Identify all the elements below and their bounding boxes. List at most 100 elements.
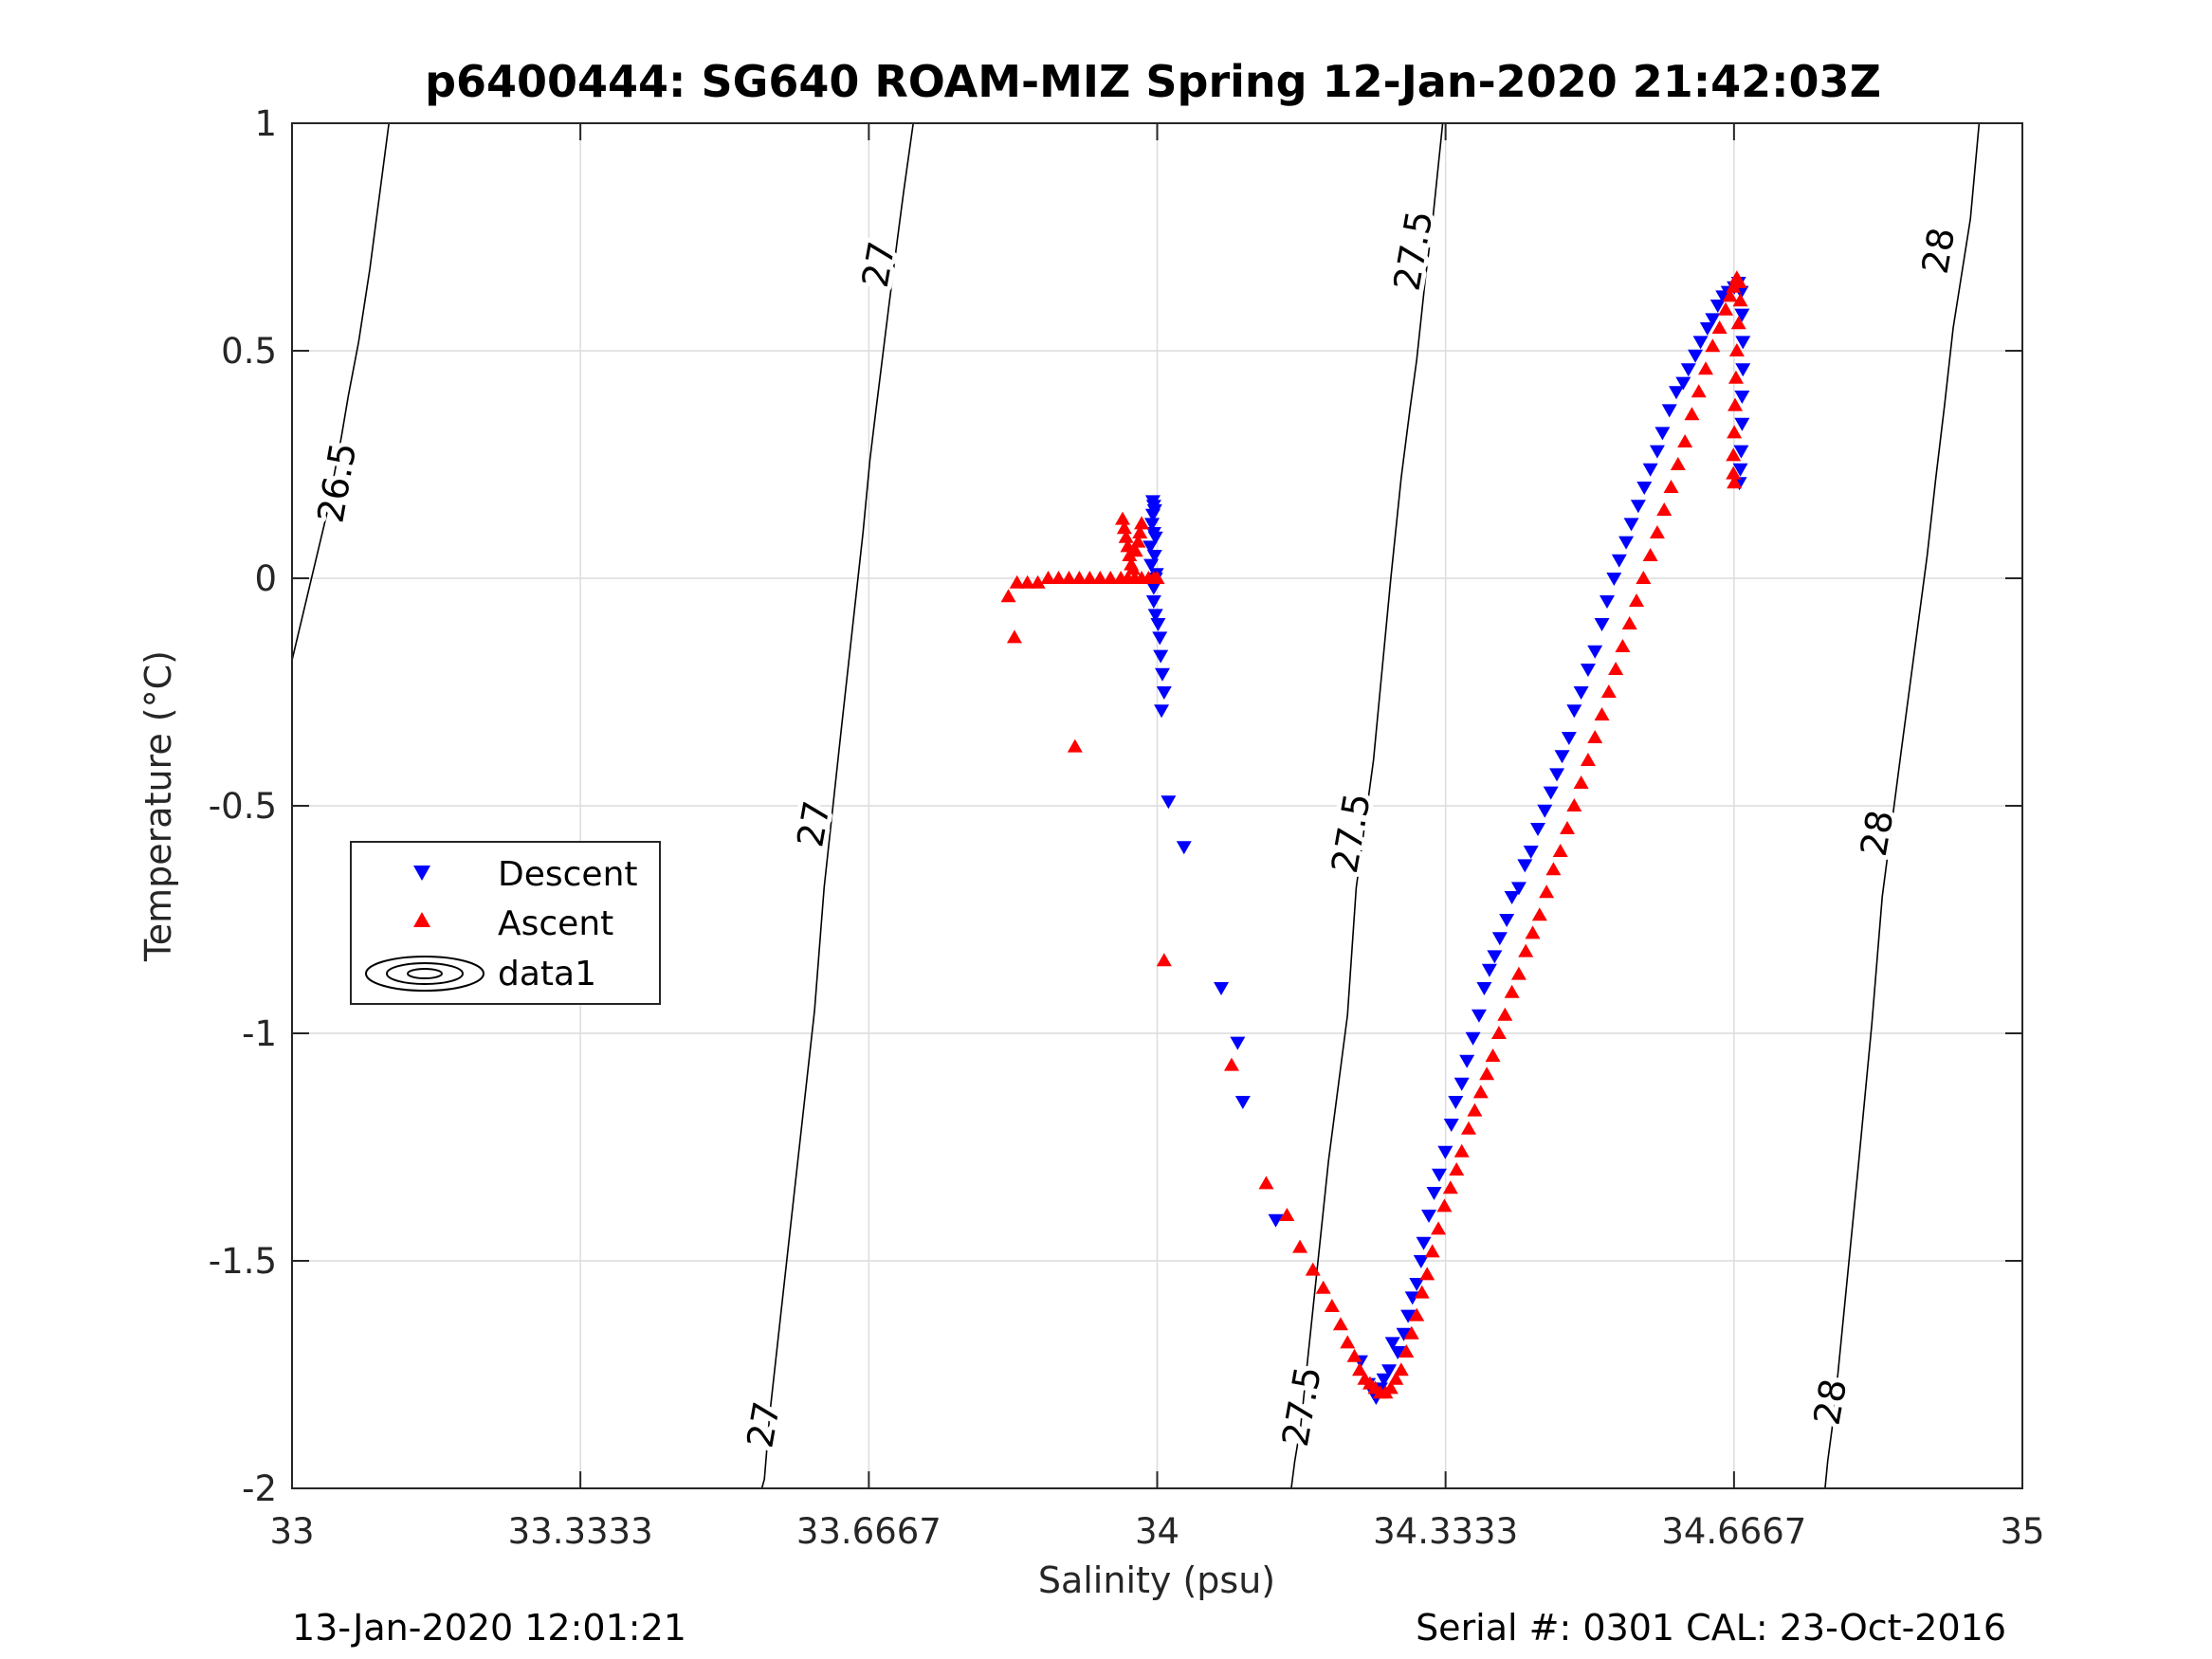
- ascent-point: [1393, 1362, 1409, 1376]
- ascent-point: [1279, 1208, 1295, 1221]
- ascent-point: [1116, 520, 1132, 535]
- descent-point: [1530, 823, 1545, 836]
- descent-point: [1487, 950, 1503, 964]
- descent-point: [1732, 463, 1748, 477]
- ascent-point: [1587, 730, 1603, 743]
- ascent-point: [1156, 953, 1172, 967]
- legend: Descent Ascent data1: [350, 841, 661, 1005]
- ascent-point: [1728, 397, 1744, 411]
- ascent-point: [1040, 571, 1056, 584]
- descent-point: [1154, 667, 1170, 682]
- ascent-point: [1711, 320, 1728, 334]
- ascent-point: [1424, 1244, 1440, 1258]
- ascent-point: [1223, 1057, 1239, 1071]
- descent-point: [1510, 882, 1526, 896]
- ascent-point: [1560, 821, 1576, 834]
- ascent-point: [1621, 616, 1637, 629]
- descent-point: [1268, 1213, 1284, 1228]
- descent-point: [1413, 1255, 1429, 1268]
- descent-point: [1734, 308, 1750, 322]
- descent-point: [1654, 427, 1671, 441]
- ascent-point: [1663, 480, 1679, 493]
- ascent-point: [1732, 293, 1748, 307]
- contour-label: 27: [739, 1398, 788, 1450]
- legend-contour-icon: [365, 956, 484, 992]
- descent-point: [1649, 445, 1665, 459]
- descent-point: [1471, 1009, 1487, 1023]
- descent-point: [1147, 609, 1163, 623]
- descent-point: [1396, 1327, 1412, 1341]
- ascent-point: [1629, 593, 1645, 607]
- ascent-point: [1684, 407, 1700, 421]
- descent-point: [1734, 417, 1750, 431]
- descent-point: [1630, 500, 1646, 514]
- descent-point: [1549, 768, 1565, 782]
- y-tick-label: 0: [254, 558, 277, 599]
- x-axis-label: Salinity (psu): [1038, 1559, 1275, 1601]
- ascent-point: [1409, 1307, 1425, 1322]
- ascent-point: [1092, 571, 1108, 584]
- axis-ticks: 33 33.3333 33.6667 34 34.3333 34.6667 35 -2 -1.5…: [209, 103, 2045, 1552]
- ascent-point: [1071, 571, 1088, 584]
- contour-line-27.5: [1290, 122, 1444, 1489]
- descent-point: [1234, 1096, 1251, 1109]
- ascent-point: [1006, 629, 1022, 644]
- descent-point: [1381, 1364, 1398, 1378]
- descent-point: [1443, 1119, 1459, 1132]
- ascent-point: [1731, 275, 1747, 288]
- ascent-point: [1340, 1335, 1356, 1349]
- descent-point: [1154, 704, 1170, 719]
- ascent-point: [1728, 370, 1744, 384]
- ascent-point: [1352, 1362, 1368, 1376]
- descent-point: [1636, 482, 1653, 495]
- ascent-point: [1398, 1344, 1415, 1358]
- descent-point: [1675, 376, 1691, 391]
- descent-point: [1230, 1036, 1246, 1050]
- descent-point: [1152, 631, 1168, 646]
- ascent-point: [1698, 361, 1714, 375]
- ascent-point: [1472, 1085, 1489, 1099]
- descent-point: [1145, 595, 1161, 609]
- x-tick-label: 34: [1135, 1511, 1179, 1552]
- ascent-point: [1525, 925, 1541, 939]
- y-tick-label: -0.5: [209, 786, 277, 827]
- contour-line-27: [760, 122, 914, 1489]
- descent-point: [1481, 963, 1497, 977]
- ascent-point: [1134, 516, 1150, 530]
- ascent-point: [1332, 1317, 1348, 1331]
- descent-point: [1573, 686, 1589, 700]
- ascent-point: [1615, 639, 1631, 652]
- x-tick-label: 34.6667: [1661, 1511, 1806, 1552]
- descent-point: [1453, 1077, 1470, 1091]
- descent-point: [1623, 518, 1639, 532]
- descent-point: [1153, 649, 1169, 664]
- descent-point: [1214, 982, 1230, 995]
- descent-point: [1566, 704, 1582, 719]
- x-tick-label: 35: [2000, 1511, 2044, 1552]
- ascent-point: [1382, 1380, 1398, 1395]
- descent-point: [1499, 914, 1515, 927]
- descent-point: [1554, 750, 1570, 764]
- ascent-point: [1431, 1221, 1447, 1235]
- data-points: [1000, 270, 1751, 1405]
- descent-point: [1543, 786, 1559, 800]
- ascent-point: [1149, 571, 1165, 584]
- descent-point: [1661, 404, 1677, 418]
- descent-point: [1735, 336, 1751, 350]
- descent-point: [1426, 1187, 1442, 1200]
- descent-point: [1400, 1309, 1417, 1323]
- descent-point: [1150, 618, 1166, 631]
- ascent-point: [1727, 475, 1743, 489]
- ascent-point: [1670, 457, 1686, 470]
- descent-point: [1176, 841, 1192, 855]
- descent-point: [1144, 518, 1161, 532]
- ascent-point: [1082, 571, 1098, 584]
- ascent-point: [1594, 707, 1610, 720]
- contour-label: 27: [854, 238, 904, 290]
- ascent-point: [1600, 684, 1617, 698]
- ascent-point: [1545, 862, 1562, 876]
- ascent-point: [1677, 434, 1693, 447]
- ascent-point: [1019, 574, 1035, 589]
- descent-point: [1709, 300, 1726, 313]
